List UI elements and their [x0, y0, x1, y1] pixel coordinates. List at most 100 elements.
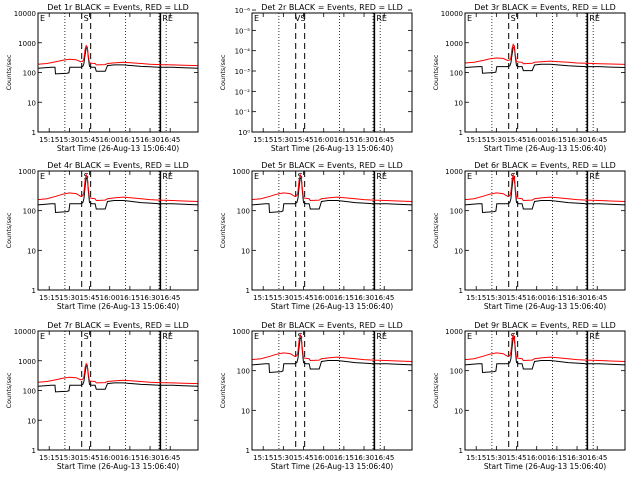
y-tick-label: 1000 [18, 40, 36, 48]
y-tick-label: 1000 [445, 168, 463, 176]
events-series-line [464, 45, 626, 74]
y-tick-label: 1000 [445, 40, 463, 48]
marker-label-end: RE [376, 14, 387, 23]
marker-label-peak: VS [295, 14, 306, 23]
x-tick-label: 15:15 [466, 294, 486, 302]
y-tick-label: 10 [27, 417, 36, 425]
detector-panel: Det 4r BLACK = Events, RED = LLD Counts/s… [5, 161, 199, 311]
y-axis-label: Counts/sec [432, 54, 440, 90]
marker-label-start: E [254, 332, 259, 341]
x-tick-label: 16:30 [354, 136, 374, 144]
x-tick-label: 16:00 [314, 454, 334, 462]
plot-frame [464, 12, 626, 133]
panel-title: Det 9r BLACK = Events, RED = LLD [474, 321, 616, 330]
x-axis-label: Start Time (26-Aug-13 15:06:40) [271, 462, 393, 471]
y-tick-label: 1 [32, 129, 36, 137]
y-tick-label: 10⁻³ [235, 68, 251, 76]
y-tick-label: 100 [237, 208, 250, 216]
detector-panel: Det 1r BLACK = Events, RED = LLD Counts/s… [5, 3, 199, 153]
y-tick-label: 1 [246, 447, 250, 455]
y-tick-label: 1 [246, 287, 250, 295]
x-tick-label: 16:45 [587, 136, 607, 144]
x-tick-label: 15:30 [486, 454, 506, 462]
x-tick-label: 16:45 [160, 454, 180, 462]
y-tick-label: 10 [454, 99, 463, 107]
marker-label-peak: S [511, 14, 516, 23]
panel-title: Det 5r BLACK = Events, RED = LLD [261, 161, 403, 170]
marker-label-peak: S [84, 332, 89, 341]
panel-title: Det 1r BLACK = Events, RED = LLD [47, 3, 189, 12]
marker-label-start: E [40, 14, 45, 23]
y-tick-label: 10⁰ [238, 129, 250, 137]
detector-panel: Det 2r BLACK = Events, RED = LLD Counts/s… [219, 3, 413, 153]
marker-label-start: E [467, 172, 472, 181]
x-tick-label: 16:45 [374, 136, 394, 144]
x-tick-label: 15:45 [293, 454, 313, 462]
x-tick-label: 16:30 [567, 454, 587, 462]
y-tick-label: 100 [450, 208, 463, 216]
x-axis-label: Start Time (26-Aug-13 15:06:40) [271, 144, 393, 153]
x-tick-label: 15:15 [39, 454, 59, 462]
y-tick-label: 10 [241, 407, 250, 415]
x-tick-label: 15:15 [39, 294, 59, 302]
x-tick-label: 16:45 [160, 294, 180, 302]
y-tick-label: 1000 [232, 328, 250, 336]
detector-panel: Det 8r BLACK = Events, RED = LLD Counts/s… [219, 321, 413, 471]
y-tick-label: 100 [23, 388, 36, 396]
y-axis-label: Counts/sec [219, 54, 227, 90]
y-tick-label: 10000 [14, 328, 36, 336]
x-tick-label: 16:15 [547, 454, 567, 462]
x-axis-label: Start Time (26-Aug-13 15:06:40) [57, 462, 179, 471]
plot-frame [37, 330, 199, 451]
x-tick-label: 16:45 [587, 454, 607, 462]
y-tick-label: 1000 [18, 168, 36, 176]
panel-title: Det 4r BLACK = Events, RED = LLD [47, 161, 189, 170]
x-tick-label: 16:30 [354, 294, 374, 302]
x-tick-label: 15:15 [39, 136, 59, 144]
marker-label-start: E [467, 332, 472, 341]
x-tick-label: 15:15 [466, 136, 486, 144]
x-tick-label: 15:15 [253, 294, 273, 302]
lld-series-line [37, 173, 199, 202]
y-tick-label: 10000 [441, 10, 463, 18]
detector-panel: Det 6r BLACK = Events, RED = LLD Counts/s… [432, 161, 626, 311]
x-tick-label: 16:30 [354, 454, 374, 462]
x-tick-label: 15:30 [486, 294, 506, 302]
y-tick-label: 10⁻² [235, 88, 251, 96]
x-tick-label: 15:30 [486, 136, 506, 144]
plot-frame [251, 170, 413, 291]
panel-title: Det 6r BLACK = Events, RED = LLD [474, 161, 616, 170]
detector-panel: Det 5r BLACK = Events, RED = LLD Counts/s… [219, 161, 413, 311]
x-tick-label: 15:30 [273, 454, 293, 462]
panel-title: Det 8r BLACK = Events, RED = LLD [261, 321, 403, 330]
y-axis-label: Counts/sec [219, 212, 227, 248]
marker-label-end: RE [376, 332, 387, 341]
x-tick-label: 15:45 [506, 136, 526, 144]
y-tick-label: 10 [454, 407, 463, 415]
x-tick-label: 16:15 [334, 454, 354, 462]
x-tick-label: 15:30 [59, 454, 79, 462]
x-tick-label: 16:30 [140, 136, 160, 144]
y-tick-label: 10000 [14, 10, 36, 18]
y-axis-label: Counts/sec [432, 372, 440, 408]
y-tick-label: 1 [32, 447, 36, 455]
plot-frame [464, 170, 626, 291]
y-tick-label: 1000 [232, 168, 250, 176]
y-tick-label: 100 [23, 70, 36, 78]
y-axis-label: Counts/sec [219, 372, 227, 408]
lld-series-line [251, 173, 413, 202]
lld-series-line [251, 333, 413, 362]
detector-panel: Det 3r BLACK = Events, RED = LLD Counts/s… [432, 3, 626, 153]
y-tick-label: 10 [27, 99, 36, 107]
marker-label-end: RE [589, 172, 600, 181]
x-tick-label: 15:15 [253, 454, 273, 462]
y-tick-label: 1000 [445, 328, 463, 336]
x-tick-label: 16:00 [314, 136, 334, 144]
x-tick-label: 16:15 [547, 294, 567, 302]
x-tick-label: 15:30 [59, 136, 79, 144]
x-axis-label: Start Time (26-Aug-13 15:06:40) [484, 302, 606, 311]
marker-label-start: E [254, 172, 259, 181]
marker-label-end: RE [589, 332, 600, 341]
x-axis-label: Start Time (26-Aug-13 15:06:40) [484, 462, 606, 471]
y-tick-label: 1 [32, 287, 36, 295]
